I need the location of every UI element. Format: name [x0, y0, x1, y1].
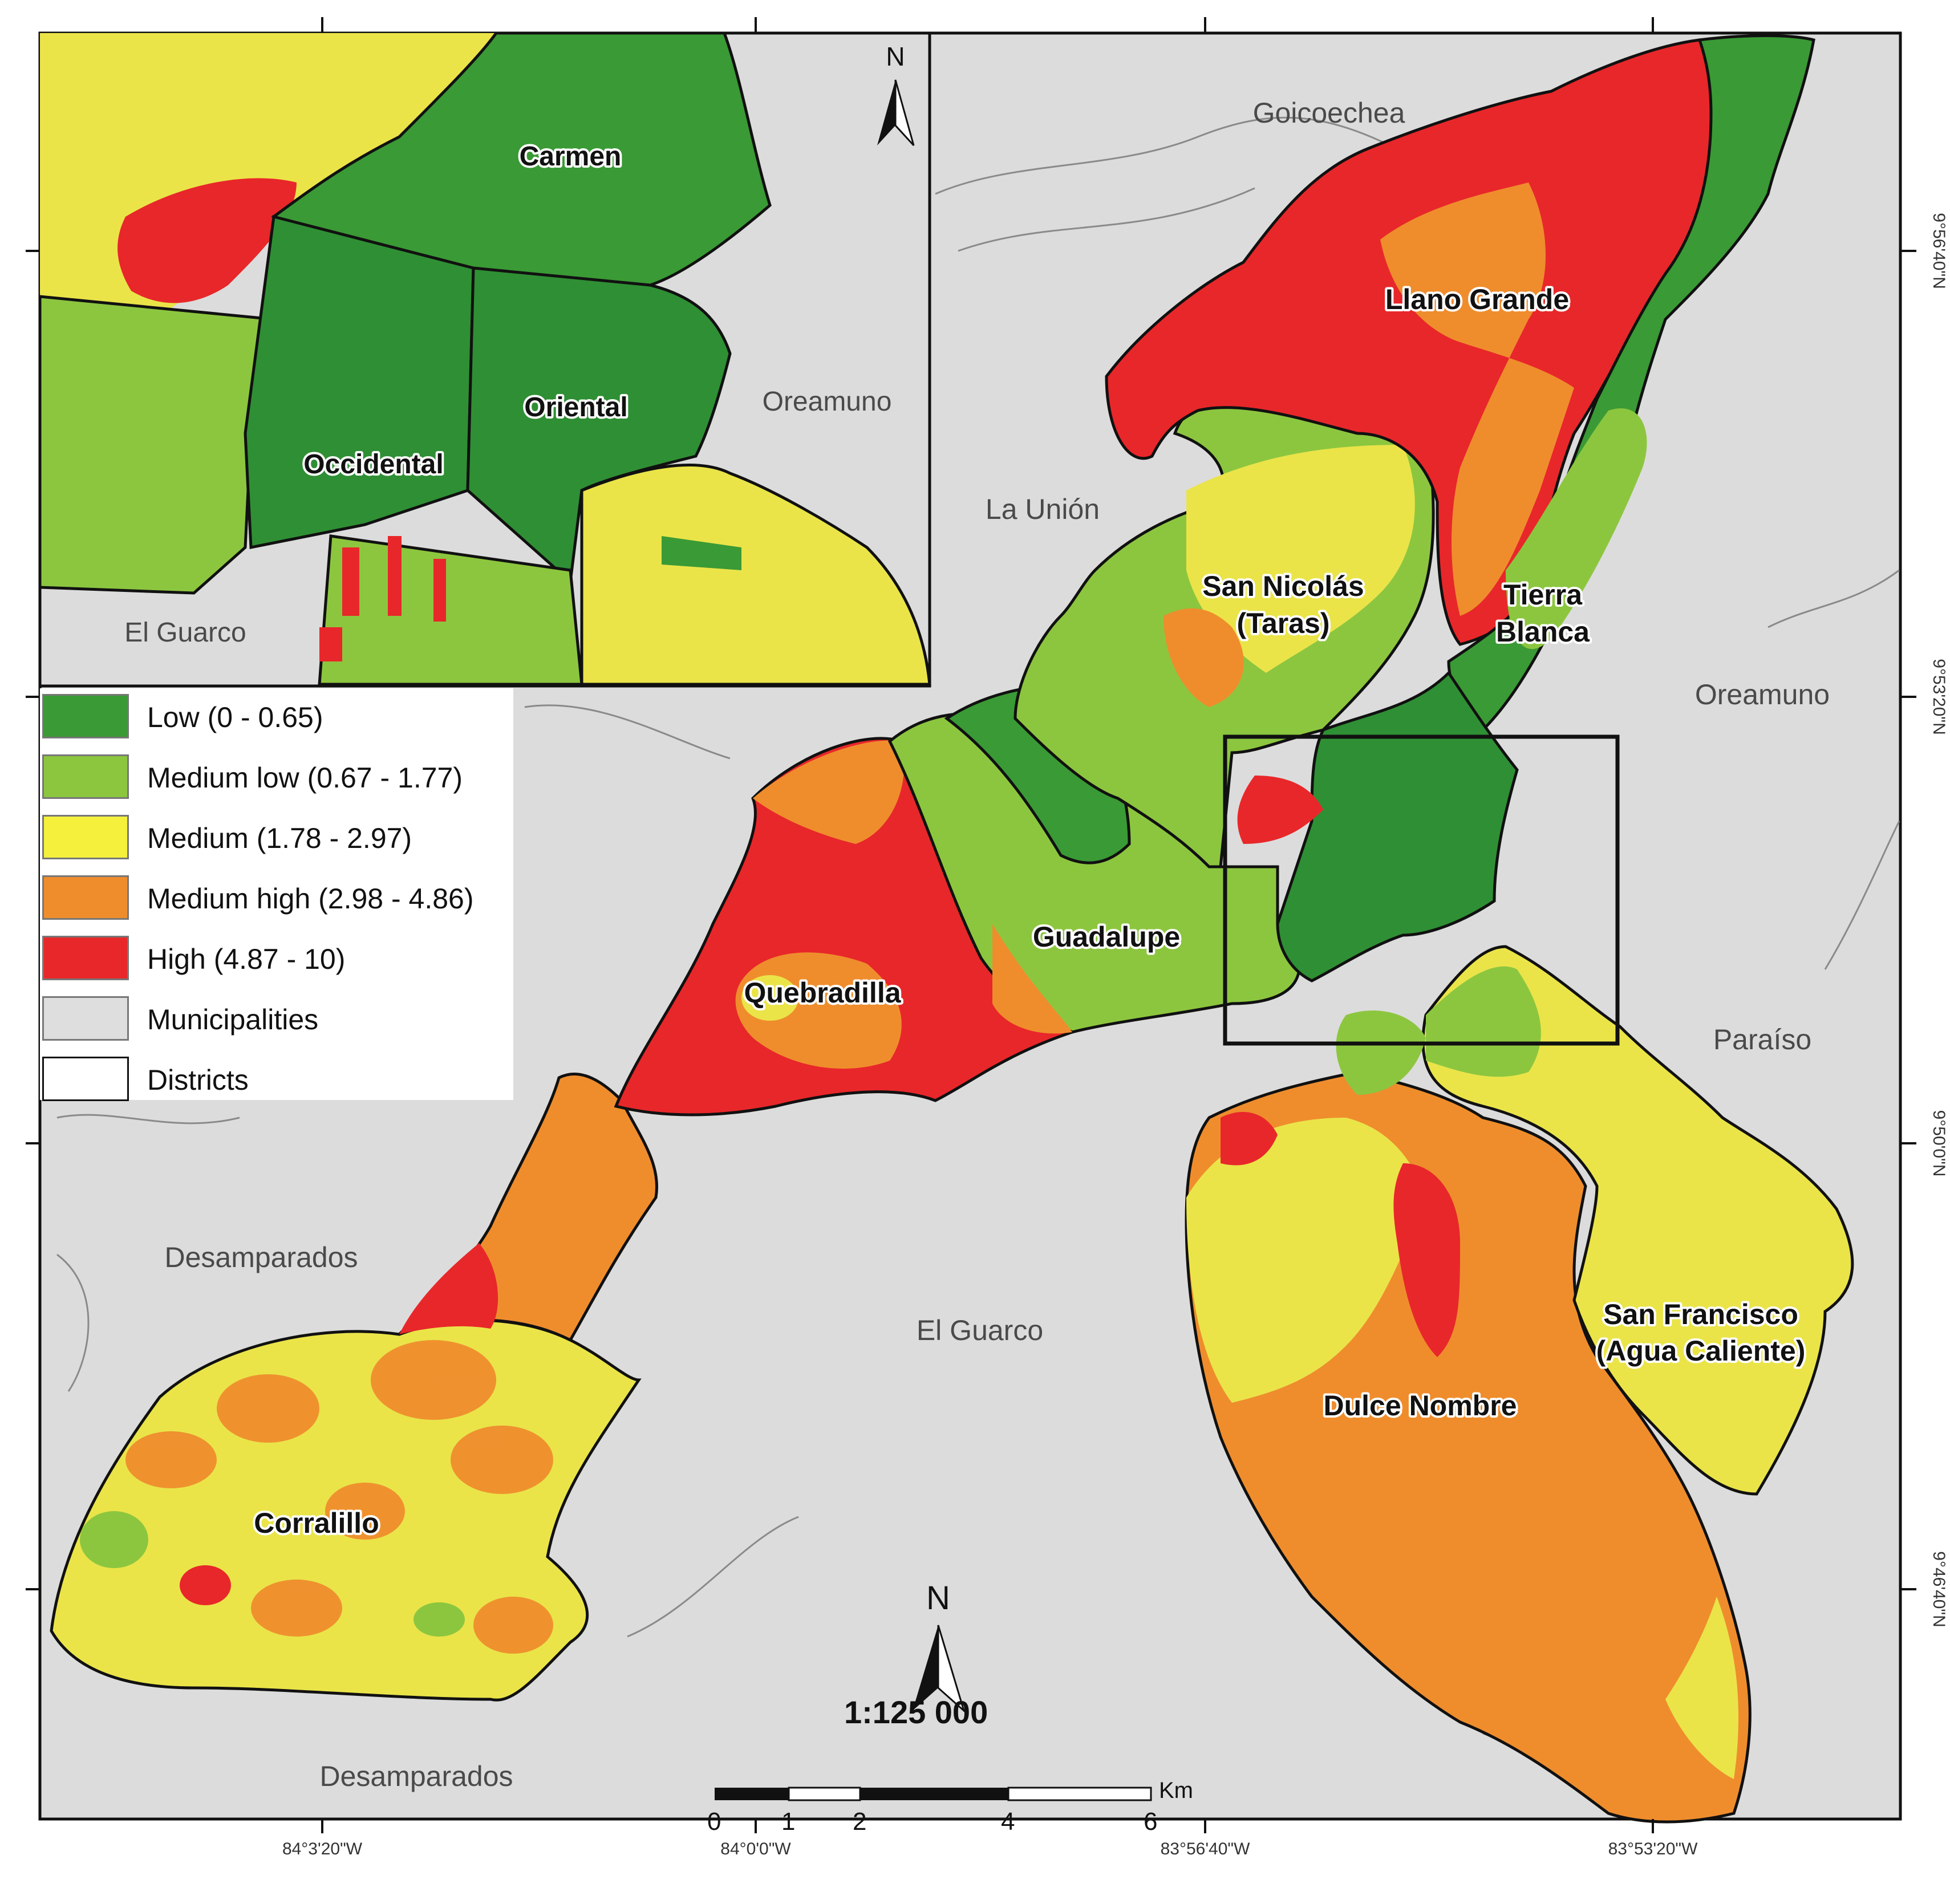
- scale-tick: 6: [1144, 1808, 1158, 1836]
- corridor-high-patch: [399, 1243, 498, 1334]
- legend-label: Districts: [147, 1064, 249, 1096]
- legend-swatch: [42, 754, 129, 799]
- south-red-patch: [1221, 1112, 1278, 1166]
- corralillo-high-patch: [180, 1565, 231, 1605]
- muni-label-desamparados-2: Desamparados: [319, 1760, 513, 1792]
- lat-label-1: 9°56'40"N: [1929, 213, 1948, 289]
- dulce-nombre-yellow: [1186, 1118, 1426, 1403]
- scale-tick: 1: [781, 1808, 796, 1836]
- lat-label-4: 9°46'40"N: [1929, 1551, 1948, 1627]
- san-francisco-green: [1426, 966, 1541, 1077]
- quebradilla-yellow-patch: [741, 975, 798, 1021]
- muni-label-oreamuno: Oreamuno: [1695, 679, 1830, 711]
- legend-label: Medium (1.78 - 2.97): [147, 822, 412, 854]
- legend-item-municipalities: Municipalities: [40, 990, 513, 1048]
- district-label-llano-grande: Llano Grande: [1385, 283, 1569, 315]
- lon-label-2: 84°0'0"W: [720, 1840, 791, 1858]
- district-label-corralillo: Corralillo: [254, 1507, 379, 1539]
- inset-green-west: [38, 295, 275, 595]
- grid-ticks: [26, 17, 1916, 1833]
- svg-text:N: N: [926, 1580, 950, 1617]
- corralillo-patches: [125, 1340, 553, 1654]
- inset-occidental: [244, 214, 475, 550]
- legend-swatch: [42, 694, 129, 738]
- district-label-dulce-nombre: Dulce Nombre: [1324, 1390, 1517, 1422]
- inset-red-strips: [319, 536, 446, 661]
- district-label-guadalupe: Guadalupe: [1033, 921, 1180, 953]
- scale-unit: Km: [1159, 1778, 1193, 1803]
- legend-label: Municipalities: [147, 1004, 319, 1036]
- dulce-nombre-yellow-tip: [1665, 1597, 1739, 1779]
- corralillo-green-patches: [80, 1511, 465, 1637]
- legend-item-high: High (4.87 - 10): [40, 930, 513, 987]
- inset-label-oriental: Oriental: [524, 392, 627, 423]
- lat-label-3: 9°50'0"N: [1929, 1110, 1948, 1177]
- lon-label-4: 83°53'20"W: [1608, 1840, 1698, 1858]
- muni-label-paraiso: Paraíso: [1713, 1024, 1811, 1055]
- muni-label-goicoechea: Goicoechea: [1253, 97, 1405, 129]
- inset-label-oreamuno: Oreamuno: [763, 387, 892, 417]
- legend: Low (0 - 0.65) Medium low (0.67 - 1.77) …: [40, 688, 513, 1101]
- district-label-san-nicolas-2: (Taras): [1237, 607, 1329, 639]
- lon-label-1: 84°3'20"W: [282, 1840, 363, 1858]
- dulce-nombre-red: [1393, 1163, 1460, 1357]
- llano-grande-orange: [1380, 182, 1574, 616]
- legend-swatch: [42, 875, 129, 920]
- district-label-tierra-blanca-1: Tierra: [1503, 579, 1583, 611]
- district-label-san-francisco-2: (Agua Caliente): [1596, 1335, 1806, 1367]
- muni-label-desamparados-1: Desamparados: [164, 1241, 358, 1273]
- region-tierra-blanca: [1447, 34, 1815, 732]
- legend-swatch: [42, 815, 129, 859]
- scale-tick: 0: [707, 1808, 721, 1836]
- tierra-blanca-light: [1506, 408, 1647, 649]
- south-city-green: [1336, 1010, 1426, 1095]
- region-city-center: [1276, 671, 1519, 983]
- inset-yellow-se: [580, 464, 931, 686]
- lon-label-3: 83°56'40"W: [1161, 1840, 1250, 1858]
- lat-label-2: 9°53'20"N: [1929, 659, 1948, 734]
- legend-item-medium-low: Medium low (0.67 - 1.77): [40, 749, 513, 806]
- district-label-quebradilla: Quebradilla: [744, 977, 901, 1009]
- scale-ratio: 1:125 000: [844, 1694, 988, 1730]
- scale-bar: [715, 1787, 1152, 1801]
- inset-locator-box: [1223, 734, 1620, 1046]
- legend-swatch: [42, 1057, 129, 1101]
- legend-label: High (4.87 - 10): [147, 943, 346, 975]
- legend-item-low: Low (0 - 0.65): [40, 688, 513, 745]
- inset-label-el-guarco: El Guarco: [124, 618, 246, 648]
- legend-swatch: [42, 936, 129, 980]
- muni-label-el-guarco: El Guarco: [917, 1314, 1043, 1346]
- legend-item-medium: Medium (1.78 - 2.97): [40, 809, 513, 866]
- san-nicolas-yellow: [1186, 445, 1415, 673]
- scale-tick: 4: [1001, 1808, 1015, 1836]
- inset-north-arrow: N: [877, 42, 915, 147]
- san-nicolas-orange: [1163, 608, 1244, 707]
- guadalupe-orange-patch: [992, 924, 1072, 1034]
- inset-red-nw: [117, 178, 297, 303]
- district-label-san-francisco-1: San Francisco: [1603, 1298, 1798, 1330]
- north-arrow: N: [913, 1580, 966, 1714]
- svg-text:N: N: [886, 42, 905, 71]
- district-label-tierra-blanca-2: Blanca: [1496, 616, 1590, 648]
- legend-label: Low (0 - 0.65): [147, 701, 323, 733]
- legend-swatch: [42, 996, 129, 1041]
- legend-label: Medium high (2.98 - 4.86): [147, 883, 474, 915]
- muni-label-la-union: La Unión: [986, 493, 1100, 525]
- legend-label: Medium low (0.67 - 1.77): [147, 762, 463, 794]
- inset-map: [38, 31, 931, 688]
- quebradilla-orange-top: [753, 740, 905, 844]
- inset-green-block: [662, 536, 741, 570]
- scale-tick: 2: [853, 1808, 867, 1836]
- city-red-patch: [1237, 776, 1323, 844]
- inset-label-carmen: Carmen: [520, 141, 622, 172]
- legend-item-districts: Districts: [40, 1051, 513, 1108]
- legend-item-medium-high: Medium high (2.98 - 4.86): [40, 870, 513, 927]
- district-label-san-nicolas-1: San Nicolás: [1202, 570, 1364, 602]
- inset-label-occidental: Occidental: [303, 449, 443, 480]
